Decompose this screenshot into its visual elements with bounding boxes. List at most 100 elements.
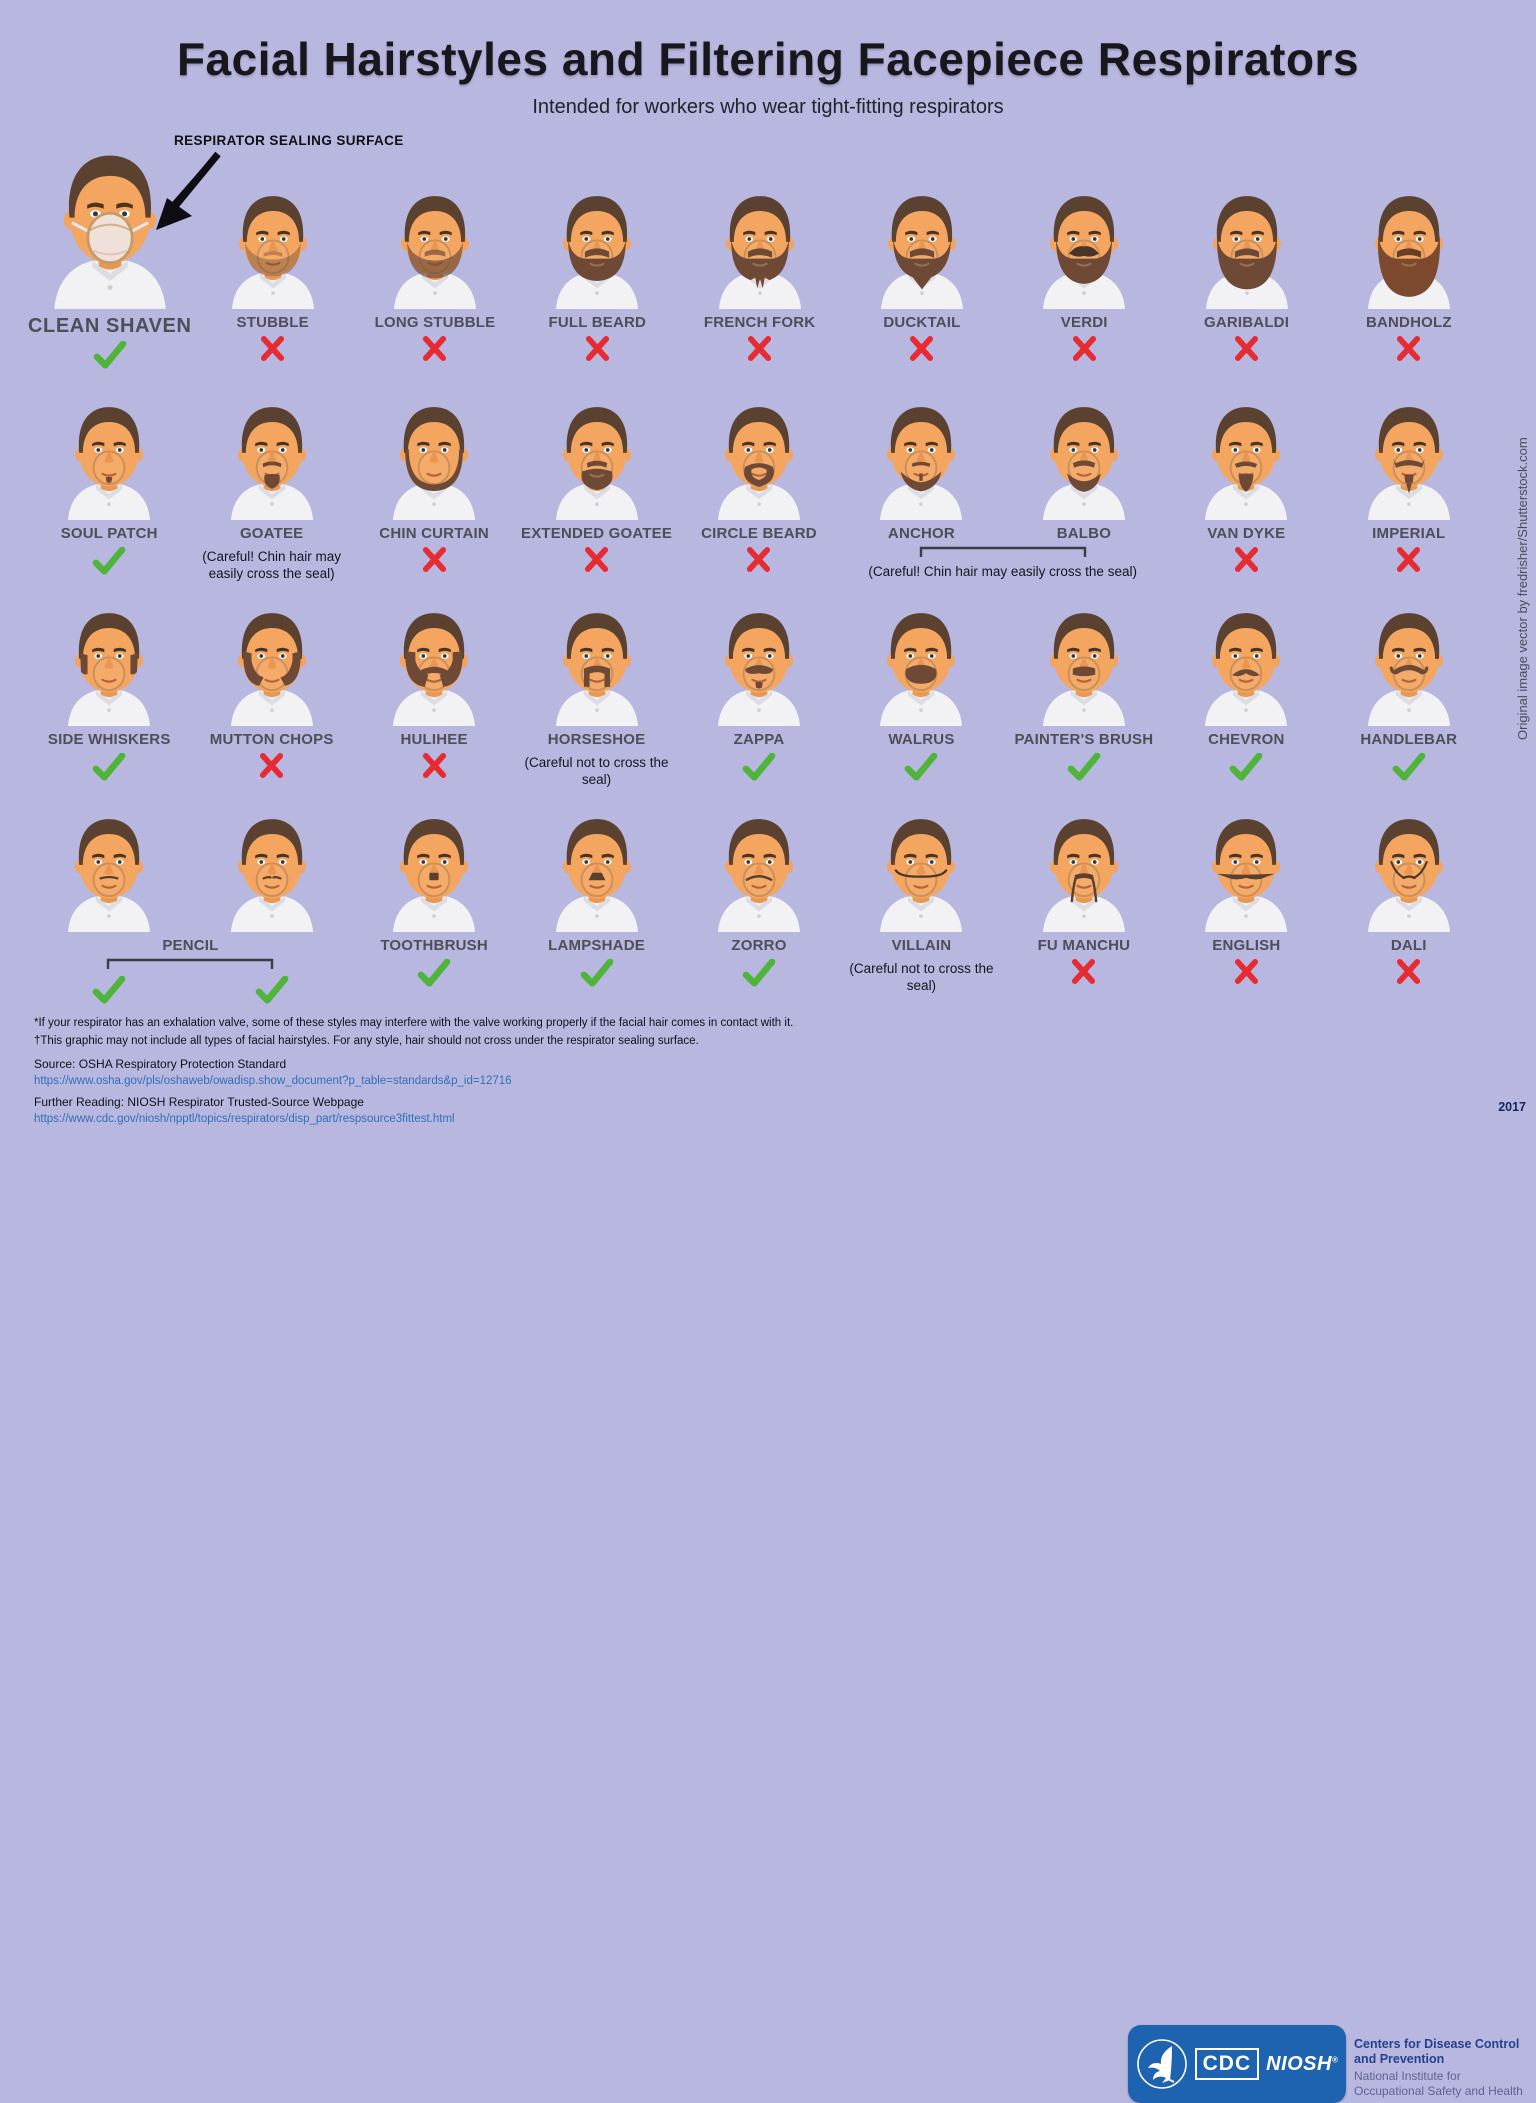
hairstyle-cell-verdi: VERDI: [1003, 173, 1165, 372]
hairstyle-label: FU MANCHU: [1037, 936, 1131, 954]
page-title: Facial Hairstyles and Filtering Facepiec…: [176, 33, 1360, 85]
hairstyle-cell-clean-shaven: CLEAN SHAVEN: [28, 155, 192, 377]
cross-icon: [747, 335, 772, 372]
hairstyle-label: LONG STUBBLE: [374, 314, 496, 331]
hairstyle-cell-bandholz: BANDHOLZ: [1328, 173, 1490, 372]
hairstyle-cell-painters-brush: PAINTER'S BRUSH: [1003, 590, 1165, 789]
hairstyle-row-4: PENCIL TOOTHBRUSH LAMPSHADE ZORRO VILLAIN (Ca…: [0, 796, 1536, 1012]
walrus-face-illustration: [865, 590, 977, 727]
hairstyle-label: IMPERIAL: [1372, 525, 1446, 543]
hairstyle-label: DALI: [1390, 936, 1427, 954]
cross-icon: [746, 547, 771, 583]
hairstyle-cell-zorro: ZORRO: [678, 796, 840, 995]
hairstyle-label: ZORRO: [731, 936, 787, 954]
hairstyle-label: CHEVRON: [1208, 731, 1285, 749]
hairstyle-row-2: SOUL PATCH GOATEE (Careful! Chin hair may …: [0, 384, 1536, 583]
footnote-exhalation-valve: *If your respirator has an exhalation va…: [34, 1017, 794, 1029]
villain-face-illustration: [865, 796, 977, 932]
cross-icon: [422, 335, 447, 372]
cross-icon: [1072, 335, 1097, 372]
cross-icon: [584, 547, 609, 583]
hairstyle-label: LAMPSHADE: [548, 936, 645, 954]
full-beard-face-illustration: [541, 173, 653, 309]
cdc-logo-text: CDC: [1194, 2048, 1260, 2080]
cdc-org-name: Centers for Disease Control and Preventi…: [1354, 2037, 1520, 2066]
dali-face-illustration: [1353, 796, 1465, 932]
chevron-face-illustration: [1190, 590, 1302, 727]
hairstyle-label: PENCIL: [162, 936, 219, 954]
extended-goatee-face-illustration: [541, 384, 653, 521]
respirator-sealing-surface-label: RESPIRATOR SEALING SURFACE: [174, 133, 404, 148]
hairstyle-cell-van-dyke: VAN DYKE: [1165, 384, 1327, 583]
hairstyle-cell-dali: DALI: [1328, 796, 1490, 995]
pencil-face-illustration: [53, 796, 165, 932]
bandholz-face-illustration: [1353, 173, 1465, 309]
cross-icon: [1234, 958, 1259, 995]
hairstyle-label: GOATEE: [239, 525, 304, 543]
cross-icon: [1396, 958, 1421, 995]
hairstyle-cell-imperial: IMPERIAL: [1328, 384, 1490, 583]
hairstyle-cell-circle-beard: CIRCLE BEARD: [678, 384, 840, 583]
painters-brush-face-illustration: [1028, 590, 1140, 727]
hairstyle-label: SOUL PATCH: [60, 525, 158, 543]
hairstyle-cell-long-stubble: LONG STUBBLE: [354, 173, 516, 372]
source-label: Source: OSHA Respiratory Protection Stan…: [34, 1056, 287, 1071]
hairstyle-label: CLEAN SHAVEN: [28, 315, 192, 337]
handlebar-face-illustration: [1353, 590, 1465, 727]
cross-icon: [259, 752, 284, 789]
hairstyle-label: VAN DYKE: [1207, 525, 1286, 543]
cross-icon: [1071, 958, 1096, 995]
hairstyle-cell-handlebar: HANDLEBAR: [1328, 590, 1490, 789]
hairstyle-caption: (Careful not to cross the seal): [849, 960, 994, 994]
hairstyle-label: BALBO: [1056, 525, 1112, 543]
balbo-face-illustration: [1028, 384, 1140, 521]
lampshade-face-illustration: [541, 796, 653, 932]
circle-beard-face-illustration: [703, 384, 815, 521]
cdc-niosh-logo: CDC NIOSH®: [1128, 2025, 1346, 2103]
footnote-hairstyle-types: †This graphic may not include all types …: [34, 1034, 699, 1047]
hairstyle-label: VERDI: [1060, 314, 1108, 331]
hairstyle-cell-full-beard: FULL BEARD: [516, 173, 678, 372]
hairstyle-grid: CLEAN SHAVEN STUBBLE LONG STUBBLE FULL BEAR…: [0, 155, 1536, 1012]
publication-year: 2017: [1498, 1100, 1526, 1114]
english-face-illustration: [1190, 796, 1302, 932]
van-dyke-face-illustration: [1190, 384, 1302, 521]
toothbrush-face-illustration: [378, 796, 490, 932]
hairstyle-row-1: CLEAN SHAVEN STUBBLE LONG STUBBLE FULL BEAR…: [0, 155, 1536, 377]
hairstyle-cell-soul-patch: SOUL PATCH: [28, 384, 190, 583]
french-fork-face-illustration: [704, 173, 816, 309]
hairstyle-row-3: SIDE WHISKERS MUTTON CHOPS HULIHEE HORSESHO…: [0, 590, 1536, 789]
cross-icon: [422, 547, 447, 583]
stubble-face-illustration: [217, 173, 329, 309]
cross-icon: [909, 335, 934, 372]
hairstyle-label: ZAPPA: [733, 731, 785, 749]
pencil-alt-face-illustration: [216, 796, 328, 932]
check-icon: [742, 752, 776, 789]
ducktail-face-illustration: [866, 173, 978, 309]
check-icon: [93, 341, 127, 377]
pair-marks: [28, 972, 353, 1012]
hairstyle-subcell-balbo: BALBO: [1003, 384, 1165, 543]
cross-icon: [1234, 547, 1259, 583]
hairstyle-cell-hulihee: HULIHEE: [353, 590, 515, 789]
side-whiskers-face-illustration: [53, 590, 165, 727]
niosh-link[interactable]: https://www.cdc.gov/niosh/npptl/topics/r…: [34, 1112, 455, 1125]
chin-curtain-face-illustration: [378, 384, 490, 521]
cross-icon: [1234, 335, 1259, 372]
hairstyle-label: GARIBALDI: [1203, 314, 1290, 331]
cross-icon: [585, 335, 610, 372]
hairstyle-cell-fu-manchu: FU MANCHU: [1003, 796, 1165, 995]
check-icon: [904, 752, 938, 789]
hairstyle-cell-lampshade: LAMPSHADE: [515, 796, 677, 995]
hairstyle-cell-chin-curtain: CHIN CURTAIN: [353, 384, 515, 583]
check-icon: [92, 752, 126, 789]
cross-icon: [1396, 335, 1421, 372]
mutton-chops-face-illustration: [216, 590, 328, 727]
soul-patch-face-illustration: [53, 384, 165, 521]
hairstyle-caption: (Careful not to cross the seal): [524, 754, 669, 788]
osha-link[interactable]: https://www.osha.gov/pls/oshaweb/owadisp…: [34, 1074, 512, 1087]
check-icon: [580, 958, 614, 995]
imperial-face-illustration: [1353, 384, 1465, 521]
hairstyle-label: TOOTHBRUSH: [380, 936, 488, 954]
niosh-org-name: National Institute for Occupational Safe…: [1354, 2069, 1523, 2098]
